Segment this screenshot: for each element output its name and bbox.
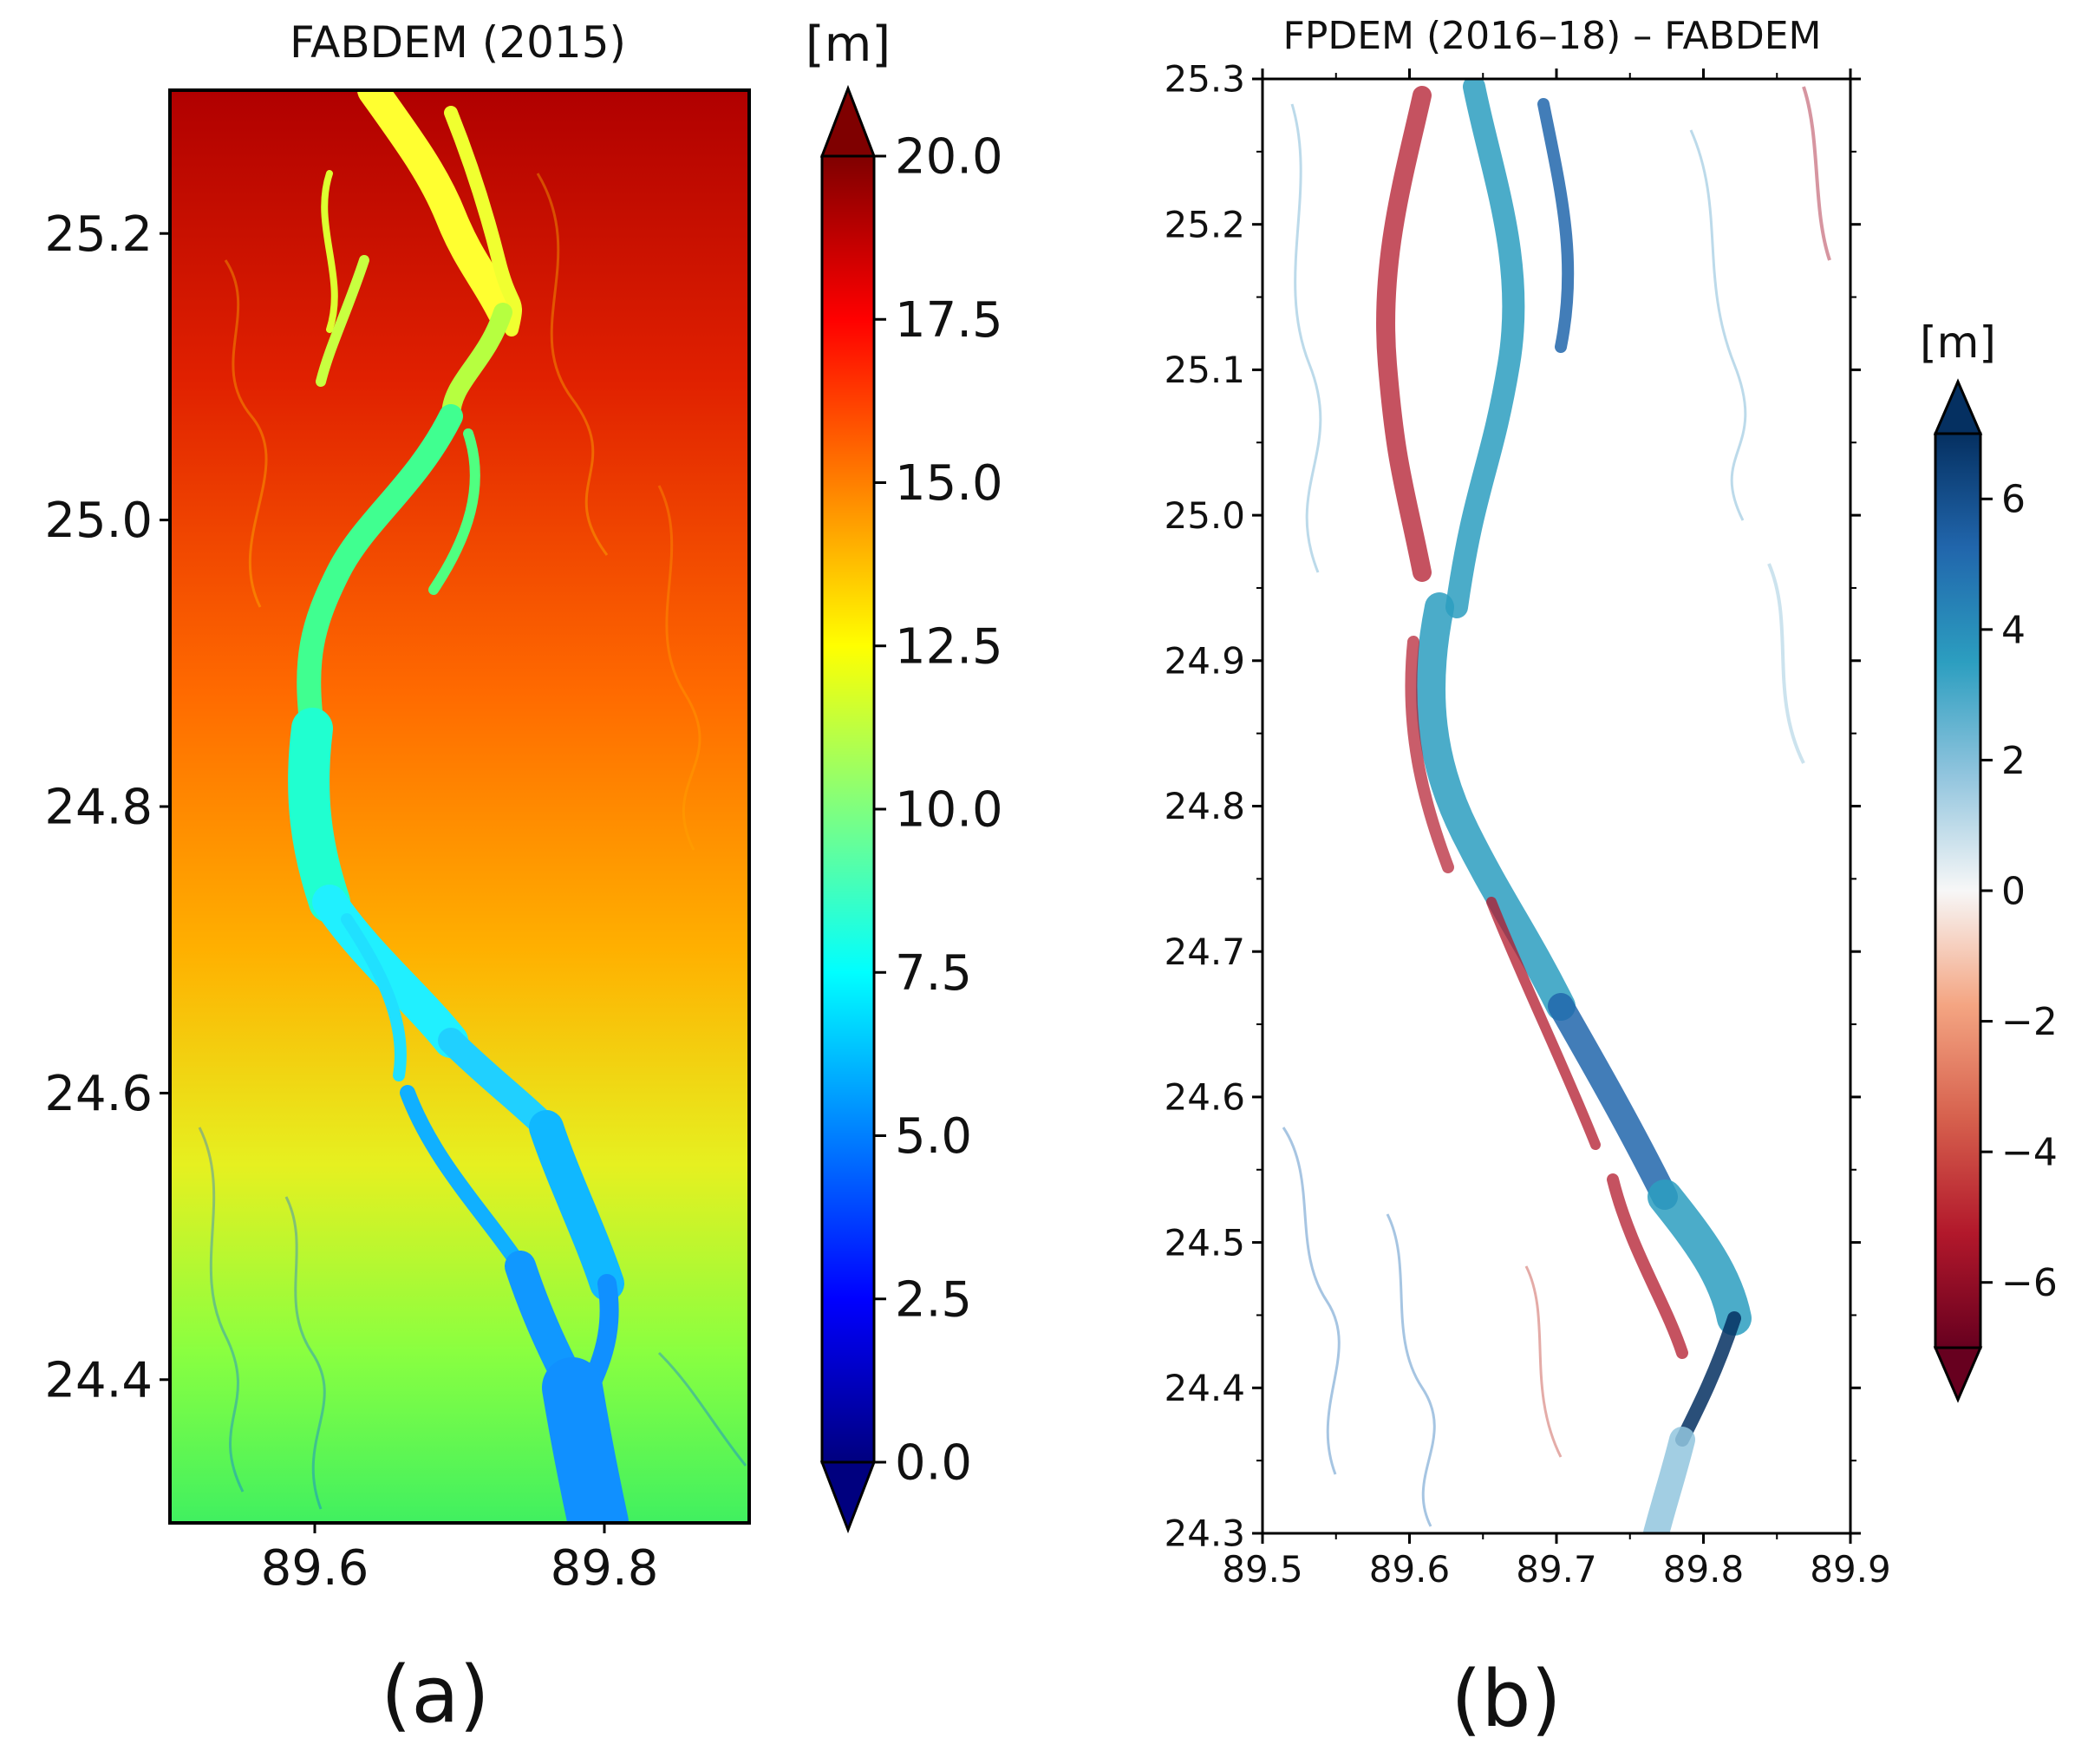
colorbar-tick-label: −4: [2001, 1131, 2058, 1175]
x-tick-label: 89.5: [1222, 1548, 1303, 1591]
panel-a: FABDEM (2015): [44, 16, 1002, 1741]
y-tick-label: 24.8: [44, 780, 153, 836]
colorbar-tick-label: 0: [2001, 869, 2026, 913]
x-tick-label: 89.8: [551, 1540, 659, 1597]
colorbar-tick-label: 6: [2001, 478, 2026, 522]
x-tick-label: 89.6: [1369, 1548, 1451, 1591]
colorbar-tick-label: 0.0: [895, 1435, 972, 1492]
panel-b-colorbar-extend-max: [1933, 378, 1983, 435]
colorbar-tick-label: 5.0: [895, 1108, 972, 1165]
y-tick-label: 24.6: [1164, 1076, 1245, 1119]
panel-b-colorbar-ticks: −6 −4 −2 0 2 4 6: [1980, 478, 2058, 1305]
difference-field: [1263, 79, 1850, 1533]
river-difference-pattern: [1376, 79, 1752, 1533]
panel-b-colorbar-bar: [1934, 432, 1982, 1349]
colorbar-tick-label: 15.0: [895, 455, 1003, 512]
colorbar-tick-label: 7.5: [895, 945, 972, 1002]
panel-b-label: (b): [1451, 1654, 1561, 1745]
y-tick-label: 24.9: [1164, 640, 1245, 683]
colorbar-tick-label: −2: [2001, 1000, 2058, 1044]
y-tick-label: 25.2: [1164, 203, 1245, 245]
panel-a-colorbar: [m] 0.0 2.5 5.0 7.5 10.0 12.5 15.0 17.5 20.0: [806, 16, 1003, 1534]
x-tick-label: 89.9: [1810, 1548, 1891, 1591]
panel-a-colorbar-bar: [820, 154, 876, 1464]
panel-b-colorbar: [m] −6 −4 −2 0 2 4 6: [1920, 317, 2058, 1403]
x-tick-label: 89.7: [1516, 1548, 1597, 1591]
panel-b-colorbar-extend-min: [1933, 1346, 1983, 1403]
panel-a-colorbar-extend-min: [819, 1460, 877, 1534]
y-tick-label: 24.3: [1164, 1512, 1245, 1555]
panel-a-label: (a): [381, 1650, 489, 1741]
x-tick-label: 89.6: [261, 1540, 369, 1597]
y-tick-label: 24.6: [44, 1066, 153, 1122]
panel-b-title: FPDEM (2016–18) – FABDEM: [1283, 14, 1822, 58]
colorbar-tick-label: 20.0: [895, 129, 1003, 186]
colorbar-tick-label: 2.5: [895, 1271, 972, 1328]
y-tick-label: 25.0: [44, 493, 153, 549]
y-tick-label: 24.4: [1164, 1367, 1245, 1409]
panel-a-colorbar-extend-max: [819, 84, 877, 158]
elevation-field: [170, 90, 749, 1523]
colorbar-tick-label: 10.0: [895, 782, 1003, 839]
colorbar-tick-label: 12.5: [895, 618, 1003, 675]
river-channel-middle: [288, 404, 559, 1140]
panel-a-colorbar-unit: [m]: [806, 16, 891, 73]
y-tick-label: 25.2: [44, 206, 153, 263]
y-tick-label: 24.7: [1164, 931, 1245, 973]
panel-a-y-axis: 24.4 24.6 24.8 25.0 25.2: [44, 206, 170, 1408]
colorbar-tick-label: 17.5: [895, 292, 1003, 349]
colorbar-tick-label: −6: [2001, 1261, 2058, 1305]
y-tick-label: 25.3: [1164, 58, 1245, 101]
y-tick-label: 25.0: [1164, 494, 1245, 537]
panel-b-x-axis: 89.5 89.6 89.7 89.8 89.9: [1222, 69, 1891, 1591]
panel-b-colorbar-unit: [m]: [1920, 317, 1996, 368]
colorbar-tick-label: 4: [2001, 608, 2026, 652]
panel-a-x-axis: 89.6 89.8: [261, 1523, 659, 1597]
floodplain-speckle: [1282, 86, 1831, 1527]
y-tick-label: 24.8: [1164, 785, 1245, 827]
x-tick-label: 89.8: [1663, 1548, 1745, 1591]
panel-a-map: [170, 90, 749, 1523]
colorbar-tick-label: 2: [2001, 739, 2026, 783]
panel-b: FPDEM (2016–18) – FABDEM: [1164, 14, 2057, 1745]
floodplain-texture: [198, 173, 747, 1510]
y-tick-label: 24.4: [44, 1352, 153, 1408]
river-channel-lower: [400, 1085, 629, 1523]
panel-b-y-axis: 24.3 24.4 24.5 24.6 24.7 24.8 24.9 25.0 25.1 25.2…: [1164, 58, 1861, 1555]
panel-a-colorbar-ticks: 0.0 2.5 5.0 7.5 10.0 12.5 15.0 17.5 20.0: [874, 129, 1003, 1492]
y-tick-label: 24.5: [1164, 1221, 1245, 1264]
panel-a-title: FABDEM (2015): [290, 17, 626, 68]
y-tick-label: 25.1: [1164, 349, 1245, 391]
panel-b-map: [1263, 79, 1850, 1533]
